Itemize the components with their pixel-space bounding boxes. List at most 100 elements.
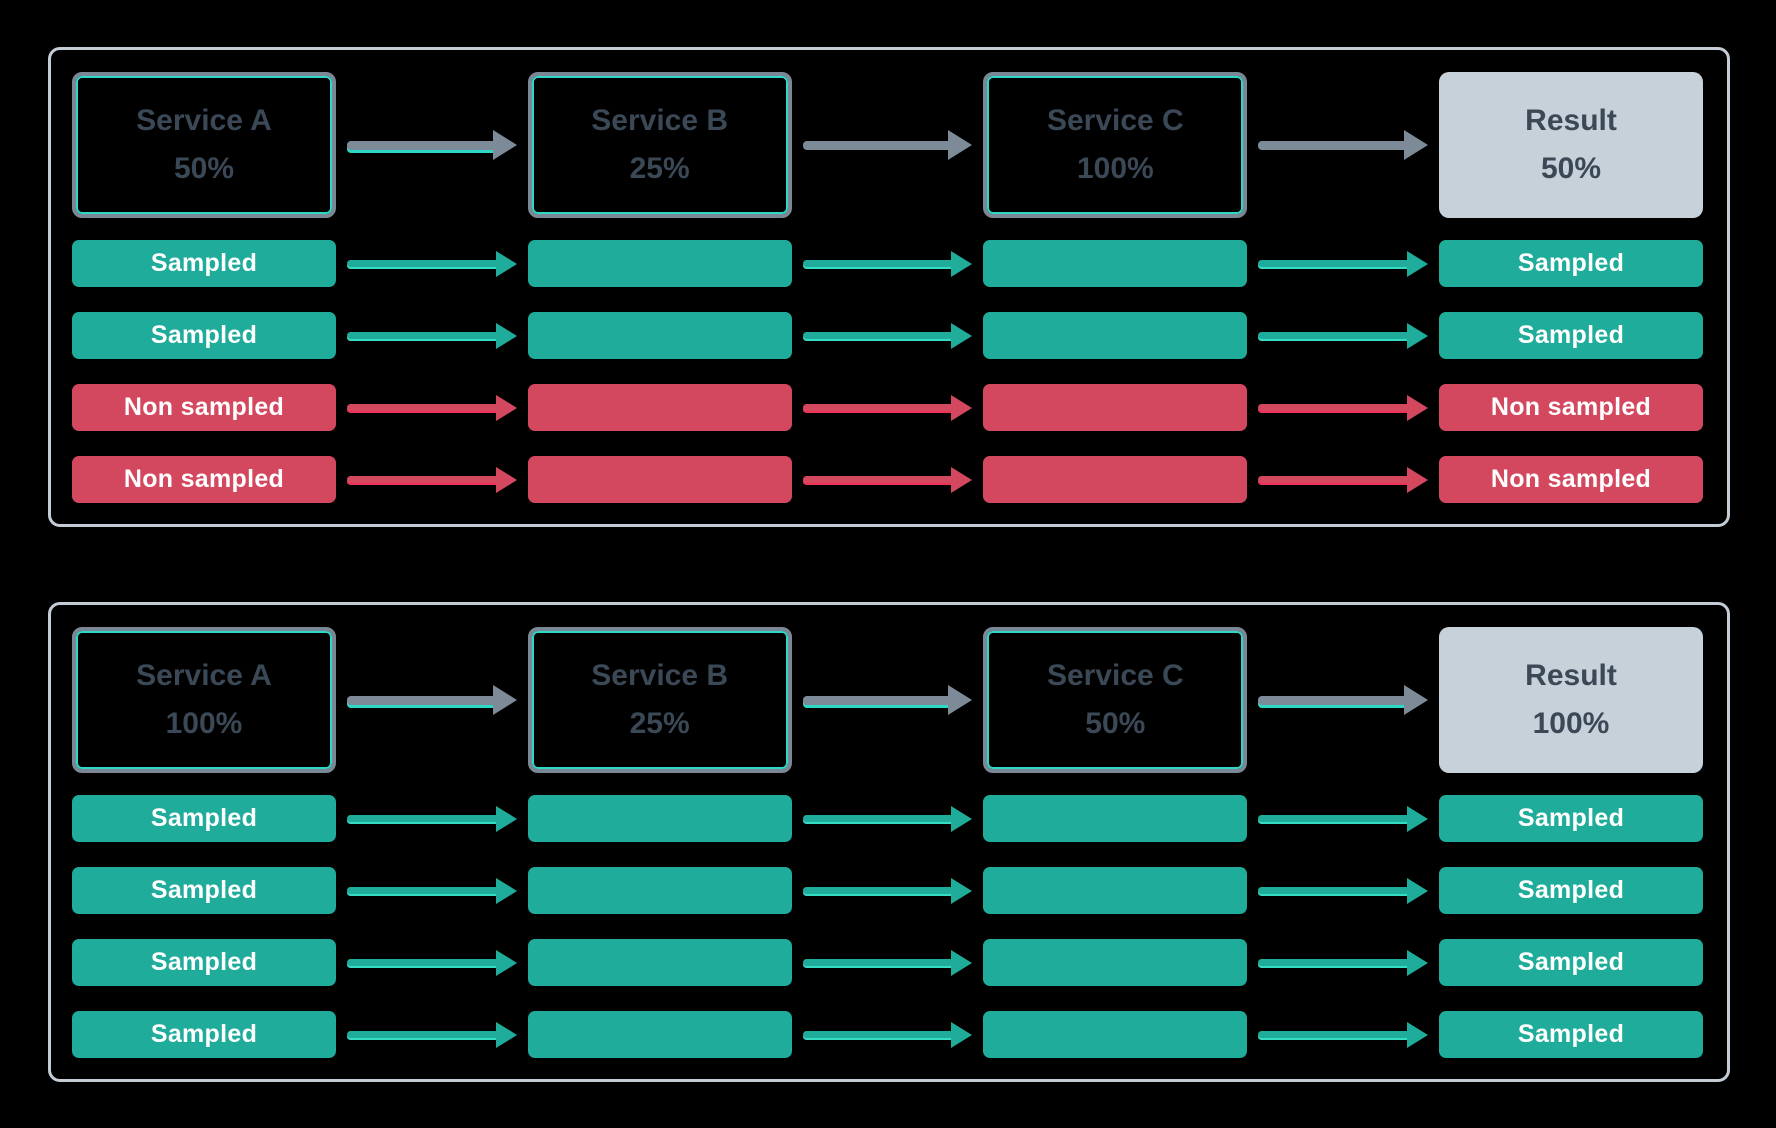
- result-name: Result: [1525, 659, 1617, 692]
- trace-result-box: Non sampled: [1439, 456, 1703, 503]
- trace-arrow: [792, 240, 984, 287]
- trace-box: [983, 795, 1248, 842]
- trace-label-box: Non sampled: [72, 384, 336, 431]
- arrow-head-icon: [495, 949, 517, 976]
- trace-row: Sampled Sampled: [72, 1011, 1703, 1058]
- arrow-head-icon: [951, 250, 973, 277]
- arrow-shaft: [802, 260, 952, 267]
- service-name: Service A: [136, 104, 272, 137]
- trace-arrow: [792, 795, 984, 842]
- trace-arrow: [336, 867, 528, 914]
- trace-box: [527, 240, 792, 287]
- service-box-b: Service B 25%: [527, 627, 792, 773]
- arrow-head-icon: [492, 685, 517, 715]
- trace-label-box: Sampled: [72, 867, 336, 914]
- service-rate: 50%: [1085, 707, 1146, 740]
- trace-arrow: [792, 456, 984, 503]
- trace-box: [983, 456, 1248, 503]
- header-arrow: [792, 627, 984, 773]
- trace-arrow: [1247, 1011, 1439, 1058]
- trace-arrow: [336, 939, 528, 986]
- arrow-head-icon: [1407, 949, 1428, 976]
- trace-row: Sampled Sampled: [72, 312, 1703, 359]
- trace-box: [983, 240, 1248, 287]
- header-row: Service A 50% Service B 25% Service C 100% Res…: [72, 72, 1703, 218]
- trace-arrow: [336, 384, 528, 431]
- trace-arrow: [336, 312, 528, 359]
- panel-head-sampling-50: Service A 50% Service B 25% Service C 100% Res…: [48, 47, 1730, 527]
- trace-arrow: [1247, 240, 1439, 287]
- arrow-head-icon: [951, 805, 973, 832]
- arrow-shaft: [802, 332, 952, 339]
- trace-result-box: Sampled: [1439, 867, 1703, 914]
- trace-arrow: [1247, 939, 1439, 986]
- arrow-shaft: [802, 140, 949, 150]
- trace-box: [983, 1011, 1248, 1058]
- trace-arrow: [336, 240, 528, 287]
- arrow-head-icon: [1407, 250, 1428, 277]
- arrow-head-icon: [951, 1021, 973, 1048]
- arrow-head-icon: [1404, 685, 1428, 715]
- header-arrow: [1247, 627, 1439, 773]
- arrow-head-icon: [495, 1021, 517, 1048]
- service-box-c: Service C 100%: [983, 72, 1248, 218]
- arrow-shaft: [1258, 1031, 1407, 1038]
- trace-box: [983, 867, 1248, 914]
- arrow-head-icon: [1407, 322, 1428, 349]
- result-box: Result 50%: [1439, 72, 1703, 218]
- arrow-head-icon: [495, 466, 517, 493]
- arrow-head-icon: [495, 877, 517, 904]
- trace-row: Sampled Sampled: [72, 867, 1703, 914]
- arrow-head-icon: [948, 685, 973, 715]
- arrow-head-icon: [492, 130, 517, 160]
- arrow-shaft: [802, 815, 952, 822]
- trace-arrow: [792, 867, 984, 914]
- arrow-shaft: [1258, 887, 1407, 894]
- result-box: Result 100%: [1439, 627, 1703, 773]
- service-box-a: Service A 50%: [72, 72, 336, 218]
- service-name: Service C: [1046, 104, 1184, 137]
- trace-label-box: Sampled: [72, 939, 336, 986]
- arrow-head-icon: [1407, 877, 1428, 904]
- trace-arrow: [1247, 795, 1439, 842]
- arrow-shaft: [802, 959, 952, 966]
- arrow-head-icon: [948, 130, 973, 160]
- trace-box: [527, 939, 792, 986]
- arrow-head-icon: [951, 394, 973, 421]
- service-name: Service B: [591, 104, 729, 137]
- header-arrow: [1247, 72, 1439, 218]
- trace-result-box: Sampled: [1439, 312, 1703, 359]
- header-row: Service A 100% Service B 25% Service C 50% Res…: [72, 627, 1703, 773]
- trace-arrow: [336, 456, 528, 503]
- arrow-head-icon: [951, 949, 973, 976]
- arrow-head-icon: [951, 877, 973, 904]
- service-rate: 100%: [165, 707, 243, 740]
- trace-box: [527, 795, 792, 842]
- service-name: Service A: [136, 659, 272, 692]
- arrow-shaft: [347, 140, 493, 150]
- service-rate: 25%: [629, 707, 690, 740]
- arrow-shaft: [802, 476, 952, 483]
- arrow-head-icon: [495, 250, 517, 277]
- trace-arrow: [792, 312, 984, 359]
- arrow-shaft: [802, 404, 952, 411]
- trace-label-box: Sampled: [72, 240, 336, 287]
- service-rate: 50%: [173, 152, 235, 185]
- trace-arrow: [336, 795, 528, 842]
- trace-result-box: Sampled: [1439, 795, 1703, 842]
- arrow-shaft: [1258, 476, 1407, 483]
- arrow-shaft: [802, 887, 952, 894]
- service-name: Service C: [1046, 659, 1184, 692]
- trace-row: Non sampled Non sampled: [72, 384, 1703, 431]
- arrow-head-icon: [495, 805, 517, 832]
- arrow-shaft: [347, 260, 496, 267]
- panel-head-sampling-100: Service A 100% Service B 25% Service C 50% Res…: [48, 602, 1730, 1082]
- arrow-shaft: [347, 332, 496, 339]
- service-box-a: Service A 100%: [72, 627, 336, 773]
- arrow-shaft: [1258, 332, 1407, 339]
- arrow-shaft: [802, 1031, 952, 1038]
- trace-arrow: [792, 1011, 984, 1058]
- trace-row: Sampled Sampled: [72, 939, 1703, 986]
- arrow-shaft: [1258, 404, 1407, 411]
- header-arrow: [336, 627, 528, 773]
